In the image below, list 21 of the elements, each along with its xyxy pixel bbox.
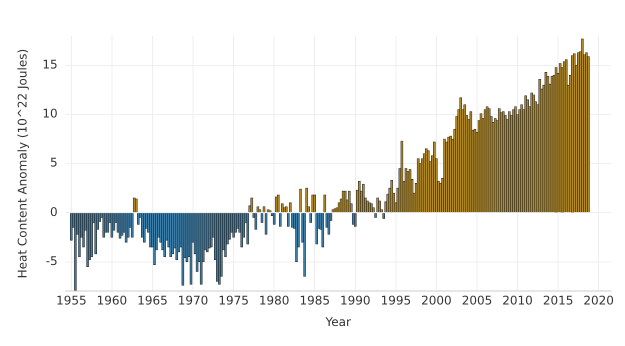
x-tick-label: 1970: [178, 294, 208, 308]
y-tick-label: -5: [46, 254, 58, 268]
y-tick-label: 10: [42, 106, 58, 121]
x-tick-label: 2020: [583, 294, 614, 308]
x-tick-label: 1995: [380, 294, 412, 308]
x-tick-label: 1965: [137, 294, 168, 308]
x-tick-label: 1975: [218, 294, 249, 308]
x-tick-label: 2005: [462, 294, 492, 308]
x-tick-label: 1985: [299, 294, 330, 308]
y-tick-label: 0: [50, 204, 58, 219]
x-tick-label: 1990: [340, 294, 371, 308]
x-tick-label: 2010: [502, 294, 533, 308]
y-tick-label: 15: [42, 58, 58, 72]
x-tick-label: 1955: [56, 294, 87, 308]
x-tick-label: 1980: [258, 294, 290, 308]
x-tick-label: 2000: [421, 294, 452, 308]
x-tick-label: 2015: [542, 294, 574, 308]
y-axis-title: Heat Content Anomaly (10^22 Joules): [15, 48, 30, 278]
y-tick-label: 5: [50, 156, 58, 170]
x-axis-title: Year: [324, 314, 352, 329]
x-tick-label: 1960: [96, 294, 128, 308]
